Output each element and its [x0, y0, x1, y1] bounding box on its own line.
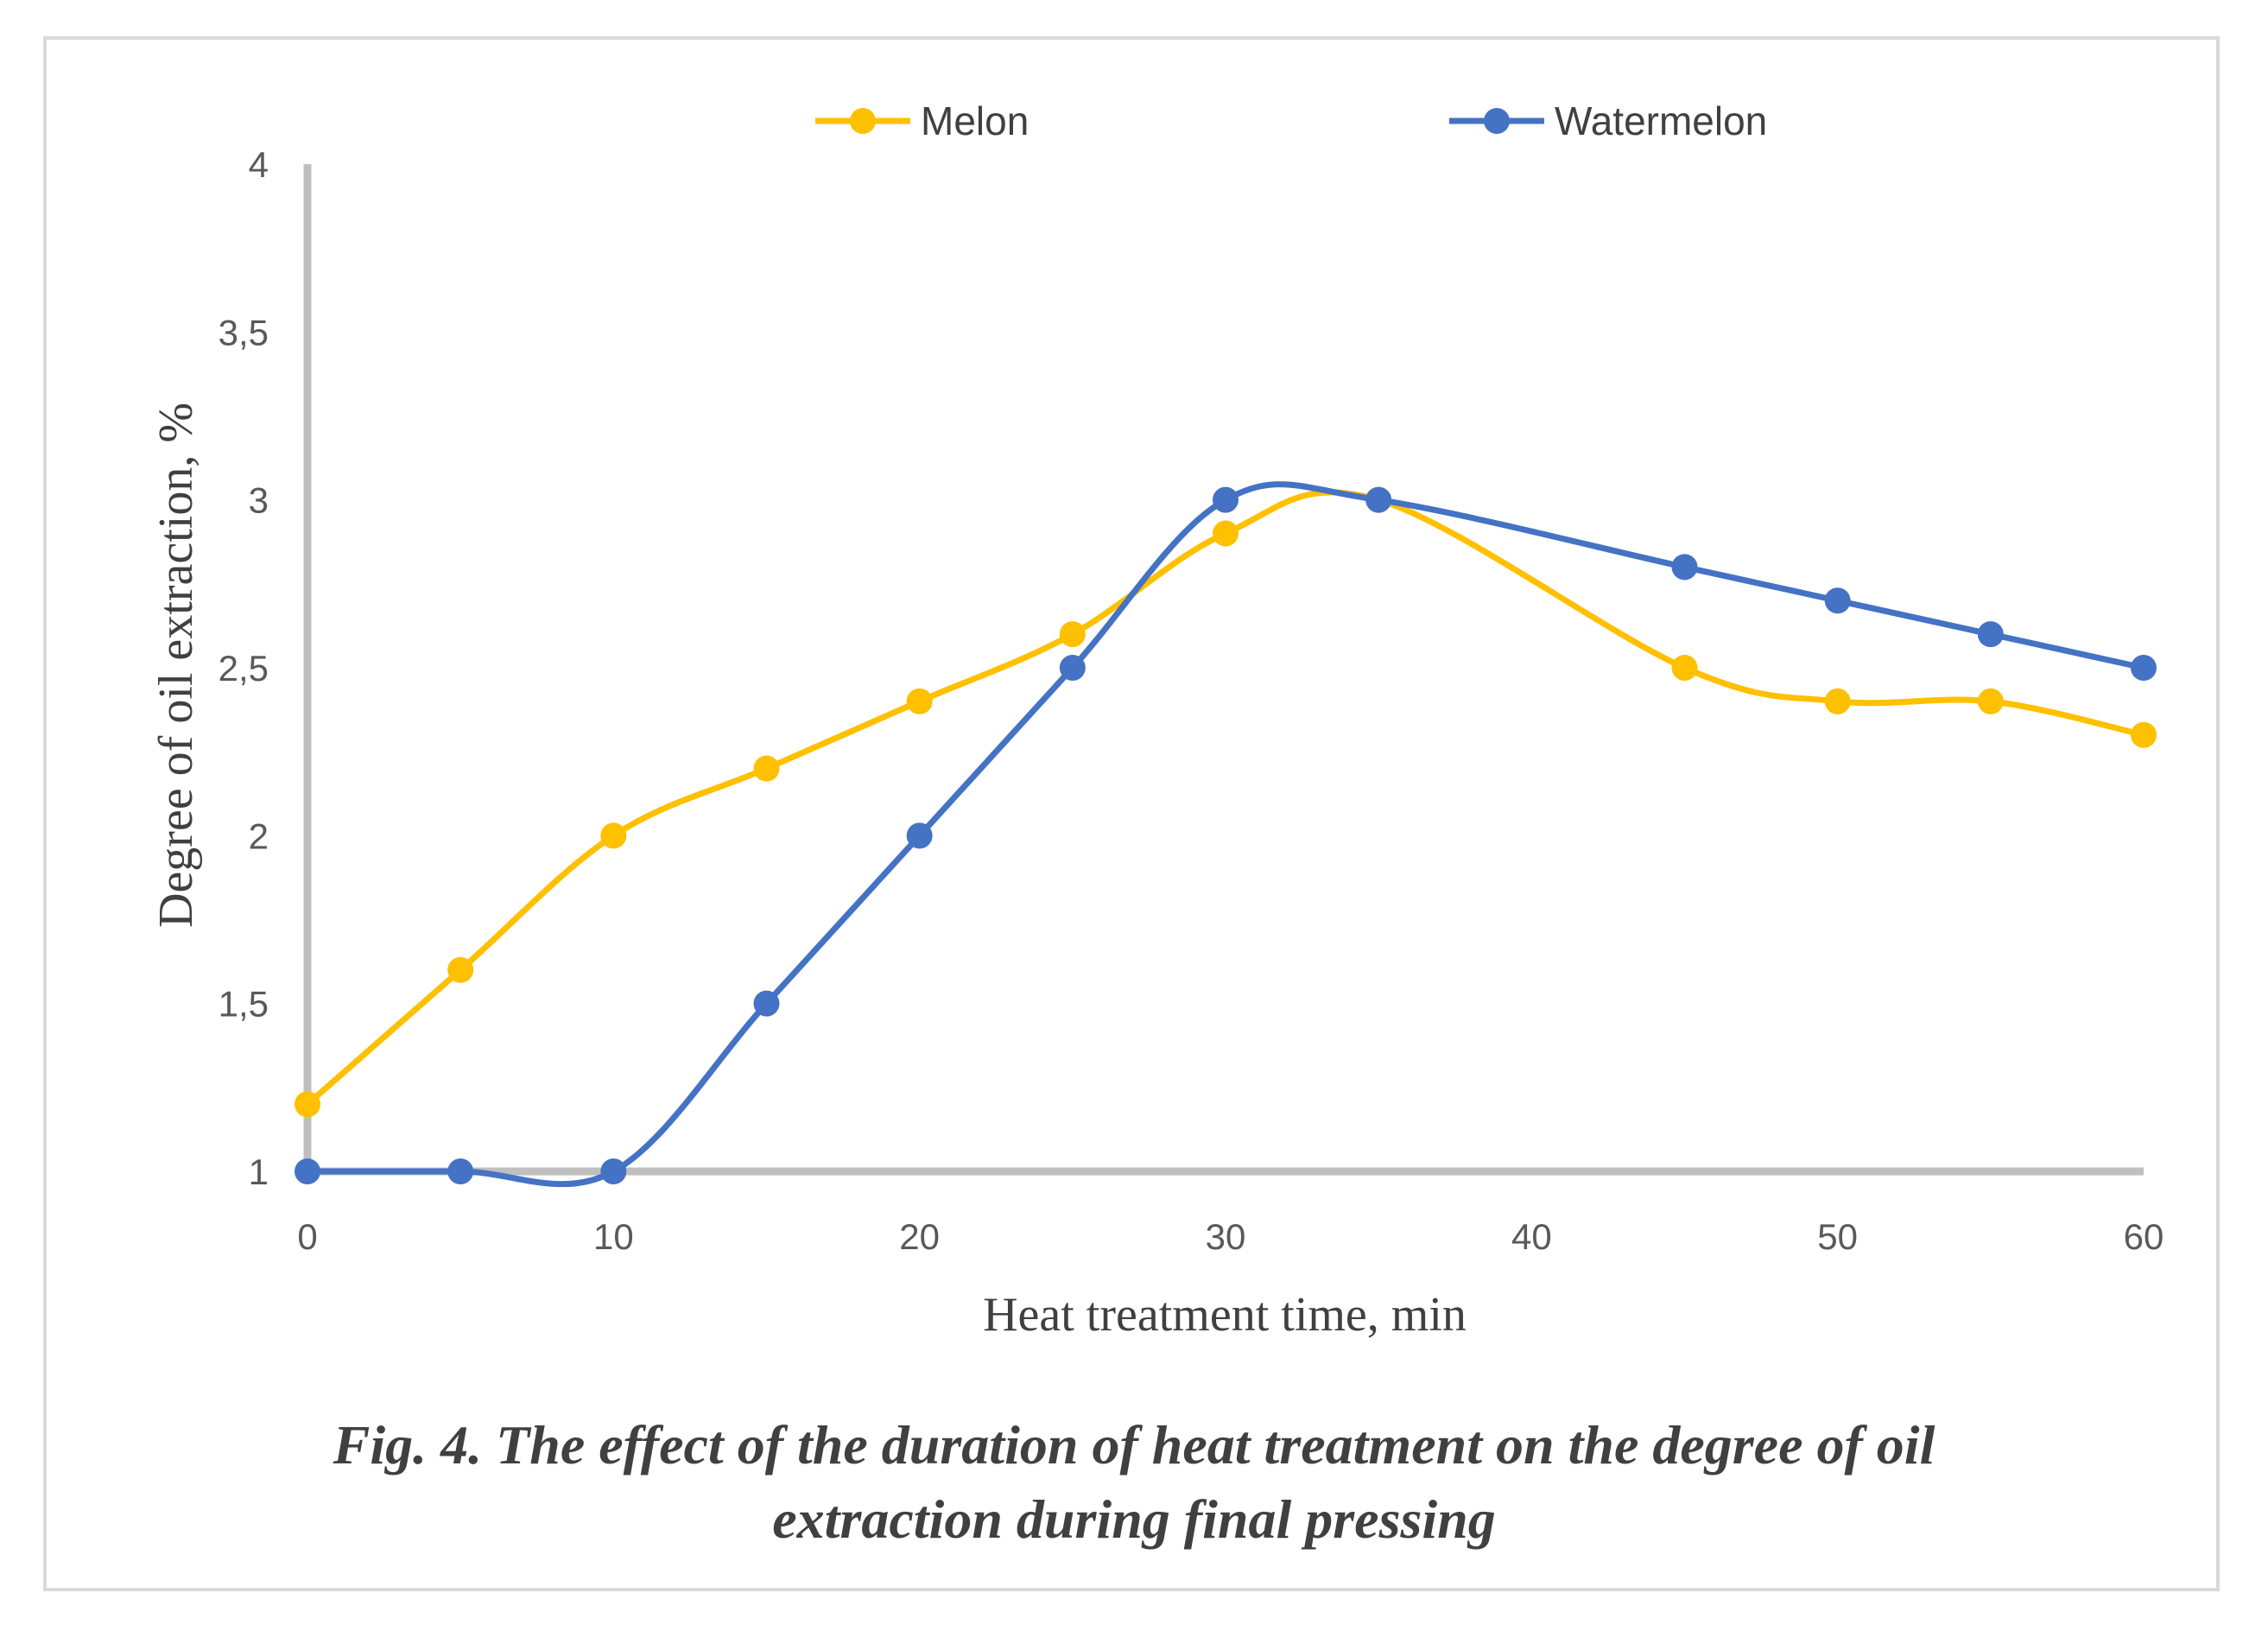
melon-point: [906, 688, 933, 714]
x-axis-title: Heat treatment time, min: [983, 1288, 1467, 1342]
melon-point: [2131, 721, 2157, 748]
watermelon-point: [2131, 655, 2157, 681]
x-tick-label: 60: [2124, 1216, 2164, 1257]
y-tick-label: 1: [249, 1152, 269, 1192]
y-tick-label: 3: [249, 480, 269, 521]
watermelon-point: [447, 1158, 474, 1184]
x-tick-label: 30: [1206, 1216, 1246, 1257]
series-melon: [295, 486, 2157, 1118]
watermelon-line: [307, 481, 2144, 1188]
chart-legend: Melon Watermelon: [815, 98, 1767, 143]
watermelon-point: [1671, 554, 1698, 581]
melon-line: [305, 489, 2144, 1107]
melon-point: [447, 956, 474, 983]
watermelon-point: [1059, 655, 1086, 681]
watermelon-point: [1213, 486, 1239, 513]
watermelon-point: [1977, 621, 2004, 648]
y-tick-label: 2: [249, 816, 269, 856]
y-tick-label: 3,5: [219, 312, 269, 352]
x-tick-label: 10: [593, 1216, 634, 1257]
melon-point: [1671, 655, 1698, 681]
figure-frame: [43, 36, 2220, 1591]
melon-point: [1824, 688, 1851, 714]
chart-series: [295, 481, 2157, 1188]
watermelon-point: [1824, 587, 1851, 614]
melon-point: [1059, 621, 1086, 648]
legend-item-watermelon: Watermelon: [1449, 98, 1767, 143]
watermelon-point: [1365, 486, 1392, 513]
legend-swatch-marker: [850, 108, 876, 134]
y-tick-label: 4: [249, 144, 269, 185]
y-axis-title: Degree of oil extraction, %: [149, 403, 203, 928]
watermelon-point: [600, 1158, 627, 1184]
x-tick-label: 40: [1511, 1216, 1552, 1257]
caption-line-2: extraction during final pressing: [772, 1488, 1496, 1550]
x-tick-label: 0: [297, 1216, 317, 1257]
caption-line-1: Fig. 4. The effect of the duration of he…: [333, 1414, 1935, 1476]
x-tick-label: 50: [1817, 1216, 1858, 1257]
legend-swatch-marker: [1484, 108, 1510, 134]
legend-label: Melon: [921, 98, 1029, 143]
watermelon-point: [295, 1158, 320, 1184]
watermelon-point: [906, 822, 933, 849]
melon-point: [1977, 688, 2004, 714]
y-tick-label: 2,5: [219, 648, 269, 689]
legend-label: Watermelon: [1555, 98, 1767, 143]
series-watermelon: [295, 481, 2157, 1188]
melon-point: [295, 1091, 320, 1118]
x-tick-label: 20: [899, 1216, 940, 1257]
melon-point: [1213, 520, 1239, 547]
figure-caption: Fig. 4. The effect of the duration of he…: [0, 1408, 2268, 1557]
legend-item-melon: Melon: [815, 98, 1029, 143]
y-tick-label: 1,5: [219, 984, 269, 1025]
melon-point: [600, 822, 627, 849]
watermelon-point: [753, 990, 780, 1017]
melon-point: [753, 755, 780, 782]
